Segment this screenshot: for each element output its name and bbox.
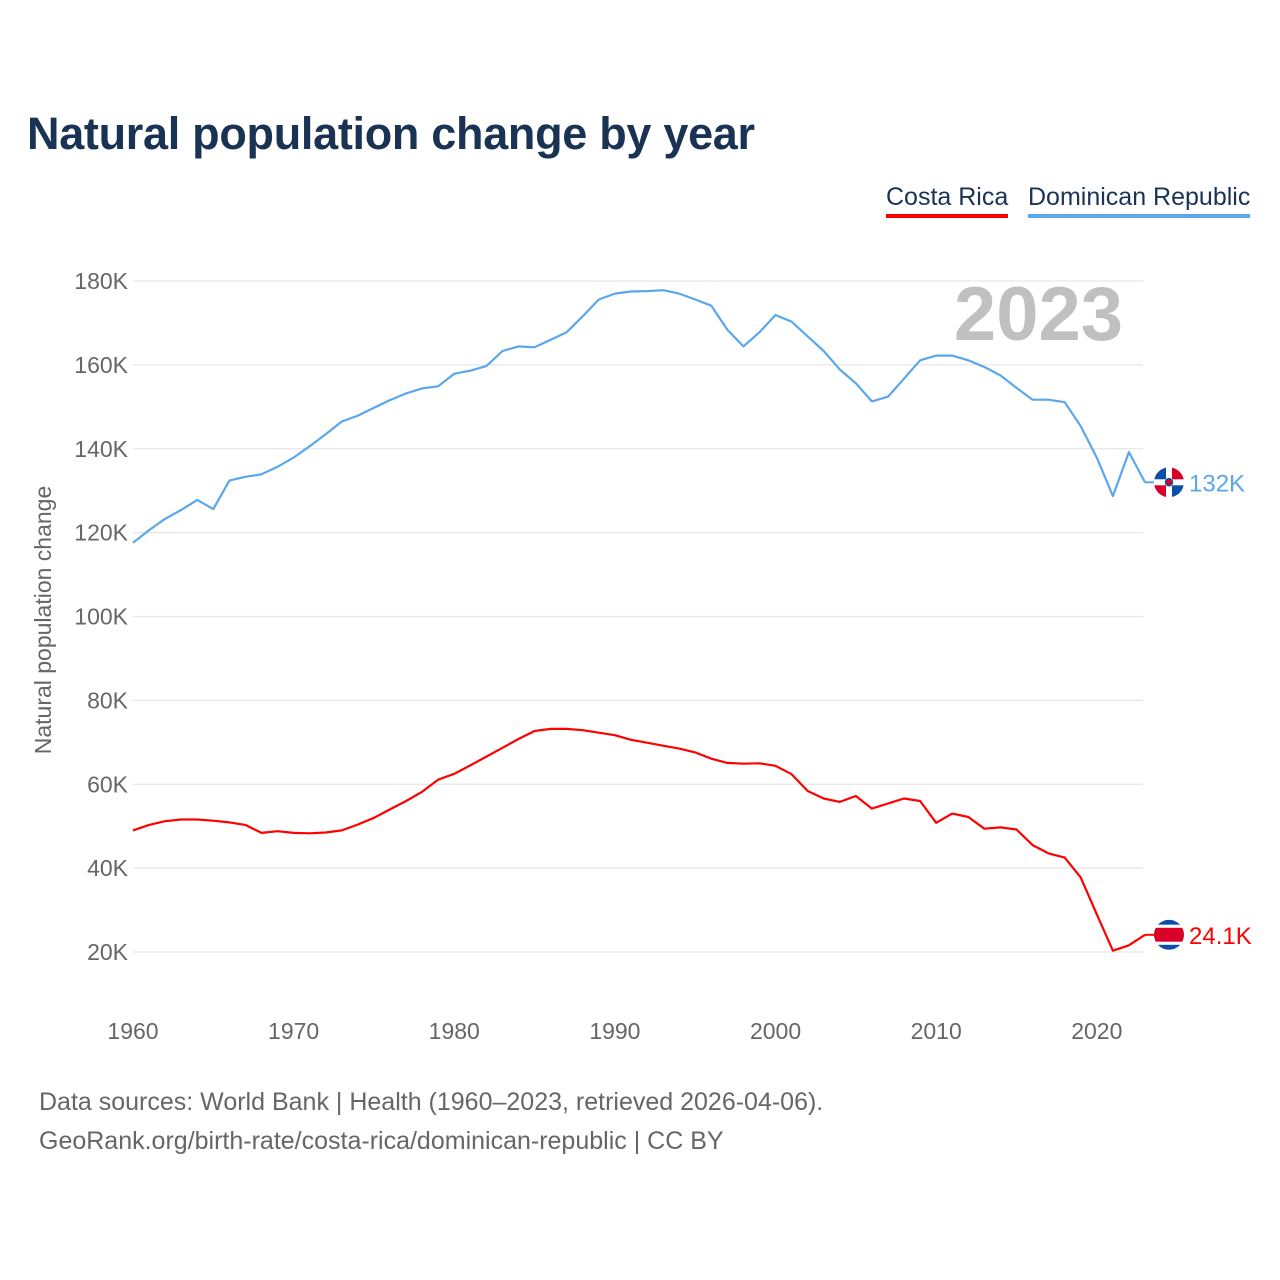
y-tick-label: 80K bbox=[87, 687, 129, 713]
y-axis-label: Natural population change bbox=[30, 486, 56, 755]
x-tick-label: 1970 bbox=[268, 1018, 319, 1044]
y-tick-label: 160K bbox=[74, 352, 128, 378]
year-watermark: 2023 bbox=[954, 272, 1123, 357]
y-tick-label: 120K bbox=[74, 520, 128, 546]
legend-item-dominican-republic[interactable]: Dominican Republic bbox=[1028, 183, 1251, 218]
footer-link[interactable]: GeoRank.org/birth-rate/costa-rica/domini… bbox=[39, 1127, 724, 1155]
x-tick-label: 1960 bbox=[107, 1018, 158, 1044]
x-tick-label: 1990 bbox=[589, 1018, 640, 1044]
y-tick-label: 60K bbox=[87, 771, 129, 797]
series-line-costa-rica[interactable] bbox=[132, 727, 1146, 952]
x-tick-label: 2000 bbox=[750, 1018, 801, 1044]
legend-item-costa-rica[interactable]: Costa Rica bbox=[886, 183, 1009, 218]
y-tick-label: 100K bbox=[74, 604, 128, 630]
series-line-dominican-republic[interactable] bbox=[132, 289, 1146, 544]
x-tick-label: 1980 bbox=[429, 1018, 480, 1044]
y-tick-label: 20K bbox=[87, 939, 129, 965]
y-tick-label: 40K bbox=[87, 855, 129, 881]
chart-title: Natural population change by year bbox=[27, 108, 755, 159]
end-value-label: 132K bbox=[1189, 470, 1245, 497]
x-tick-label: 2010 bbox=[911, 1018, 962, 1044]
dominican-republic-flag-icon bbox=[1154, 467, 1184, 498]
footer-source: Data sources: World Bank | Health (1960–… bbox=[39, 1088, 824, 1116]
end-value-label: 24.1K bbox=[1189, 923, 1252, 950]
costa-rica-flag-icon bbox=[1154, 919, 1184, 950]
y-tick-label: 180K bbox=[74, 268, 128, 294]
y-tick-label: 140K bbox=[74, 436, 128, 462]
x-tick-label: 2020 bbox=[1071, 1018, 1122, 1044]
